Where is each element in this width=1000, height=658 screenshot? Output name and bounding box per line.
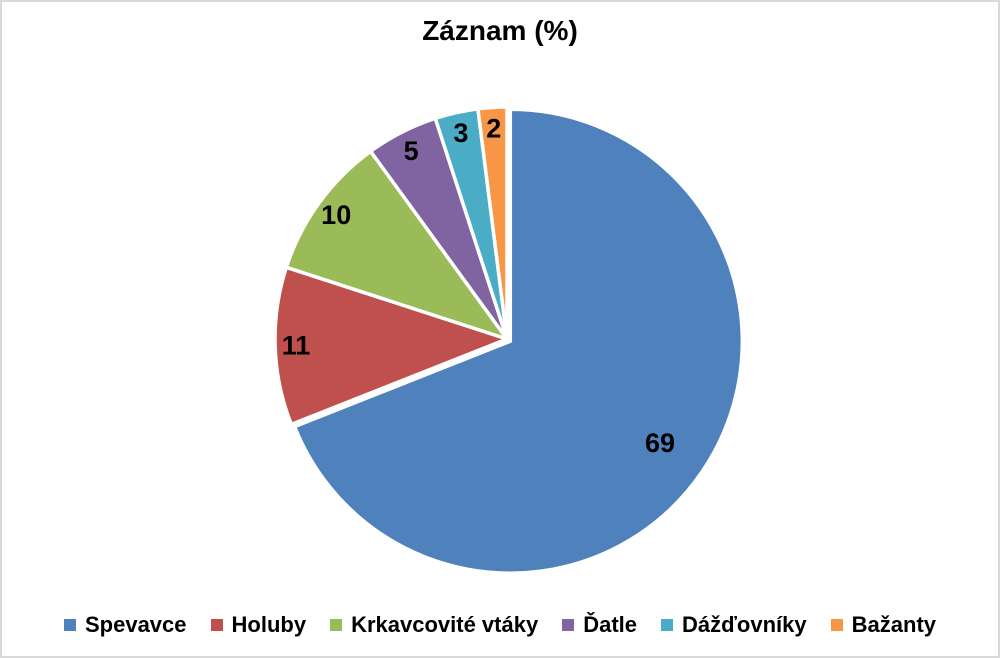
- pie-slice-2: [284, 149, 509, 341]
- legend-label: Krkavcovité vtáky: [351, 612, 539, 637]
- legend-label: Ďatle: [583, 612, 637, 637]
- legend-item-3: Ďatle: [562, 612, 637, 638]
- pie-slice-0: [292, 107, 745, 575]
- chart-title: Záznam (%): [422, 15, 578, 46]
- pie-value-labels: 69 11 10 5 3 2: [282, 113, 675, 458]
- legend-label: Bažanty: [851, 612, 936, 637]
- pie-data-label-1: 11: [282, 331, 311, 361]
- pie-data-label-0: 69: [645, 428, 675, 458]
- pie-data-label-3: 5: [404, 136, 419, 166]
- chart-legend: Spevavce Holuby Krkavcovité vtáky Ďatle Dážď…: [2, 612, 998, 638]
- legend-item-1: Holuby: [210, 612, 307, 638]
- legend-label: Spevavce: [84, 612, 187, 637]
- pie-slice-1: [273, 265, 509, 427]
- legend-item-5: Bažanty: [830, 612, 936, 638]
- legend-swatch-icon: [330, 619, 343, 631]
- pie-slice-5: [476, 105, 509, 341]
- pie-data-label-2: 10: [321, 200, 351, 230]
- pie-data-label-4: 3: [453, 118, 468, 148]
- legend-item-0: Spevavce: [63, 612, 187, 638]
- legend-label: Holuby: [231, 612, 307, 637]
- legend-label: Dážďovníky: [682, 612, 807, 637]
- legend-swatch-icon: [661, 619, 673, 631]
- legend-swatch-icon: [830, 619, 843, 631]
- pie-data-label-5: 2: [486, 113, 501, 143]
- legend-swatch-icon: [210, 619, 223, 631]
- pie-slices: [273, 105, 745, 575]
- legend-item-2: Krkavcovité vtáky: [330, 612, 538, 638]
- legend-swatch-icon: [562, 619, 575, 631]
- legend-item-4: Dážďovníky: [661, 612, 807, 638]
- legend-swatch-icon: [63, 619, 76, 631]
